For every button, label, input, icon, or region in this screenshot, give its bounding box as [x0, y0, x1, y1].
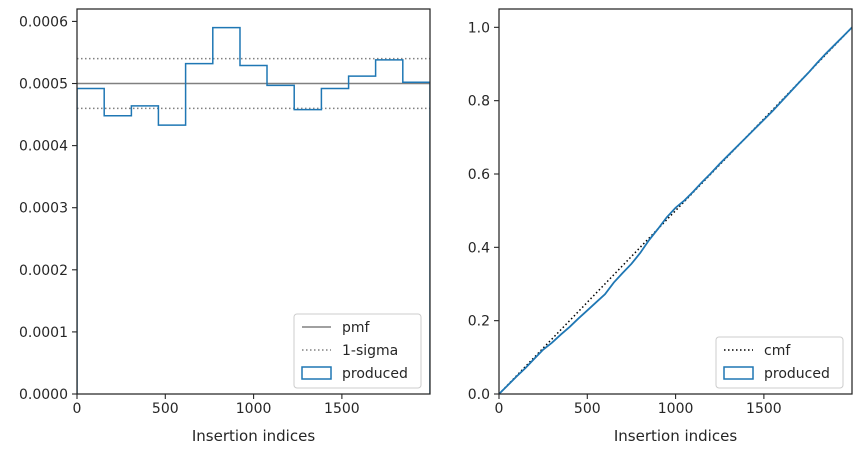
- produced-cumulative-line: [499, 26, 852, 394]
- y-tick-label: 0.0000: [19, 387, 68, 403]
- y-tick-label: 0.0006: [19, 14, 68, 30]
- legend-label-pmf: pmf: [342, 320, 371, 336]
- legend-swatch-produced: [301, 366, 332, 380]
- y-tick-label: 0.0003: [19, 201, 68, 217]
- legend-label-cmf: cmf: [764, 343, 791, 359]
- plot-area: [77, 26, 430, 394]
- x-tick-label: 1000: [658, 401, 694, 417]
- y-tick-label: 0.0005: [19, 77, 68, 93]
- y-tick-label: 0.0004: [19, 139, 68, 155]
- legend: cmf produced: [715, 336, 844, 389]
- produced-histogram: [77, 26, 430, 394]
- pmf-chart: 0 500 1000 1500 0.0000 0.0001 0.0002 0.0003 0.00…: [19, 8, 431, 445]
- x-tick-label: 0: [495, 401, 504, 417]
- x-tick-label: 0: [73, 401, 82, 417]
- legend-label-produced: produced: [764, 366, 830, 382]
- x-tick-label: 1500: [324, 401, 360, 417]
- y-tick-label: 0.6: [468, 167, 490, 183]
- legend-box: [293, 313, 422, 389]
- legend-label-produced: produced: [342, 366, 408, 382]
- y-tick-label: 1.0: [468, 20, 490, 36]
- legend: pmf 1-sigma produced: [293, 313, 422, 389]
- y-tick-label: 0.0: [468, 387, 490, 403]
- x-axis-label: Insertion indices: [192, 427, 315, 445]
- x-tick-label: 1500: [746, 401, 782, 417]
- x-axis-label: Insertion indices: [614, 427, 737, 445]
- y-tick-label: 0.0002: [19, 263, 68, 279]
- x-tick-label: 500: [152, 401, 179, 417]
- y-tick-label: 0.2: [468, 314, 490, 330]
- plot-area: [499, 26, 852, 394]
- x-tick-label: 1000: [236, 401, 272, 417]
- x-tick-label: 500: [574, 401, 601, 417]
- y-tick-label: 0.0001: [19, 325, 68, 341]
- legend-box: [715, 336, 844, 389]
- cmf-chart: 0 500 1000 1500 0.0 0.2 0.4 0.6 0.8 1.0 Insertion …: [468, 8, 853, 445]
- legend-label-1-sigma: 1-sigma: [342, 343, 398, 359]
- y-tick-label: 0.4: [468, 240, 490, 256]
- plot-frame: [498, 8, 853, 395]
- y-tick-label: 0.8: [468, 94, 490, 110]
- legend-swatch-produced: [723, 366, 754, 380]
